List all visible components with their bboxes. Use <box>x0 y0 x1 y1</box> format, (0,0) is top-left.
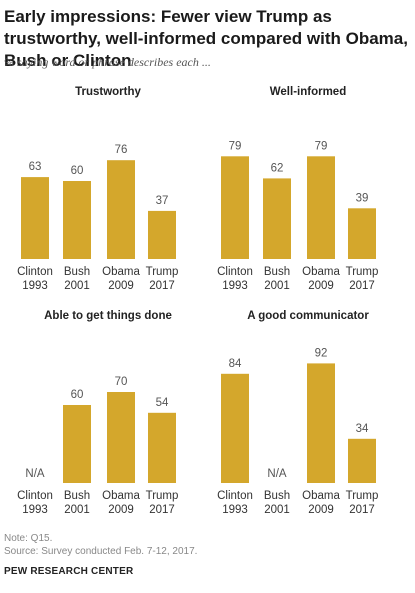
data-label: 70 <box>115 376 128 388</box>
tick-label: Clinton <box>217 266 253 278</box>
brand-logo-text: PEW RESEARCH CENTER <box>4 566 134 577</box>
tick-label: 2009 <box>308 504 334 516</box>
data-label: 62 <box>271 162 284 174</box>
data-label: 60 <box>71 165 84 177</box>
data-label: 39 <box>356 192 369 204</box>
data-label: 92 <box>315 347 328 359</box>
tick-label: 2009 <box>108 280 134 292</box>
tick-label: Bush <box>264 490 290 502</box>
panel-able-to-get-things-done: Able to get things done N/A Clinton 1993 60… <box>8 310 208 525</box>
bar <box>21 177 49 259</box>
tick-label: Trump <box>146 490 179 502</box>
bar <box>63 405 91 483</box>
data-label: 37 <box>156 195 169 207</box>
bar <box>148 210 176 259</box>
data-label: 63 <box>29 161 42 173</box>
tick-label: 2017 <box>149 280 175 292</box>
bar-chart-able-to-get-things-done: N/A Clinton 1993 60 Bush 2001 70 Obama 2009 54 Tru… <box>17 376 179 516</box>
data-label: 79 <box>229 140 242 152</box>
tick-label: Obama <box>102 490 140 502</box>
bar-chart-well-informed: 79 Clinton 1993 62 Bush 2001 79 Obama 2009 39 Trum… <box>217 140 379 292</box>
tick-label: Bush <box>64 266 90 278</box>
bar <box>148 412 176 483</box>
tick-label: Clinton <box>17 266 53 278</box>
panel-title: Able to get things done <box>44 310 172 322</box>
tick-label: 2017 <box>349 280 375 292</box>
note-text: Note: Q15. <box>4 533 53 544</box>
bar <box>107 392 135 483</box>
data-label: 79 <box>315 140 328 152</box>
bar-chart-trustworthy: 63 Clinton 1993 60 Bush 2001 76 Obama 2009 37 Trum… <box>17 144 179 292</box>
data-label: 84 <box>229 358 242 370</box>
panel-well-informed: Well-informed 79 Clinton 1993 62 Bush 2001 79 O… <box>208 86 408 301</box>
data-label: 60 <box>71 389 84 401</box>
data-label: 34 <box>356 423 369 435</box>
chart-subtitle: % saying word or phrase describes each .… <box>4 55 211 69</box>
panel-title: A good communicator <box>247 310 369 322</box>
tick-label: 2017 <box>349 504 375 516</box>
data-label: 76 <box>115 144 128 156</box>
na-label: N/A <box>25 468 45 480</box>
panel-title: Trustworthy <box>75 86 141 98</box>
tick-label: 1993 <box>22 504 48 516</box>
tick-label: Obama <box>102 266 140 278</box>
data-label: 54 <box>156 397 169 409</box>
tick-label: 2009 <box>108 504 134 516</box>
bar <box>263 178 291 259</box>
tick-label: Bush <box>264 266 290 278</box>
bar-chart-good-communicator: 84 Clinton 1993 N/A Bush 2001 92 Obama 2009 34 Tru… <box>217 347 379 516</box>
panel-trustworthy: Trustworthy 63 Clinton 1993 60 Bush 2001 76 Oba… <box>8 86 208 301</box>
bar <box>307 156 335 259</box>
tick-label: 2001 <box>264 504 290 516</box>
tick-label: 1993 <box>222 280 248 292</box>
tick-label: Trump <box>346 490 379 502</box>
tick-label: Trump <box>346 266 379 278</box>
tick-label: 2001 <box>64 280 90 292</box>
bar <box>221 373 249 483</box>
tick-label: Trump <box>146 266 179 278</box>
panel-good-communicator: A good communicator 84 Clinton 1993 N/A Bush… <box>208 310 408 525</box>
bar <box>348 208 376 259</box>
chart-title: Early impressions: Fewer view Trump as t… <box>4 7 408 70</box>
bar <box>221 156 249 259</box>
bar <box>63 181 91 259</box>
tick-label: Bush <box>64 490 90 502</box>
na-label: N/A <box>267 468 287 480</box>
bar <box>348 438 376 483</box>
panel-title: Well-informed <box>269 86 347 98</box>
tick-label: Clinton <box>217 490 253 502</box>
bar <box>107 160 135 259</box>
tick-label: Obama <box>302 266 340 278</box>
tick-label: 1993 <box>22 280 48 292</box>
tick-label: 2017 <box>149 504 175 516</box>
tick-label: 2001 <box>264 280 290 292</box>
tick-label: 2009 <box>308 280 334 292</box>
tick-label: Clinton <box>17 490 53 502</box>
source-text: Source: Survey conducted Feb. 7-12, 2017… <box>4 546 198 557</box>
tick-label: 1993 <box>222 504 248 516</box>
tick-label: 2001 <box>64 504 90 516</box>
tick-label: Obama <box>302 490 340 502</box>
bar <box>307 363 335 483</box>
